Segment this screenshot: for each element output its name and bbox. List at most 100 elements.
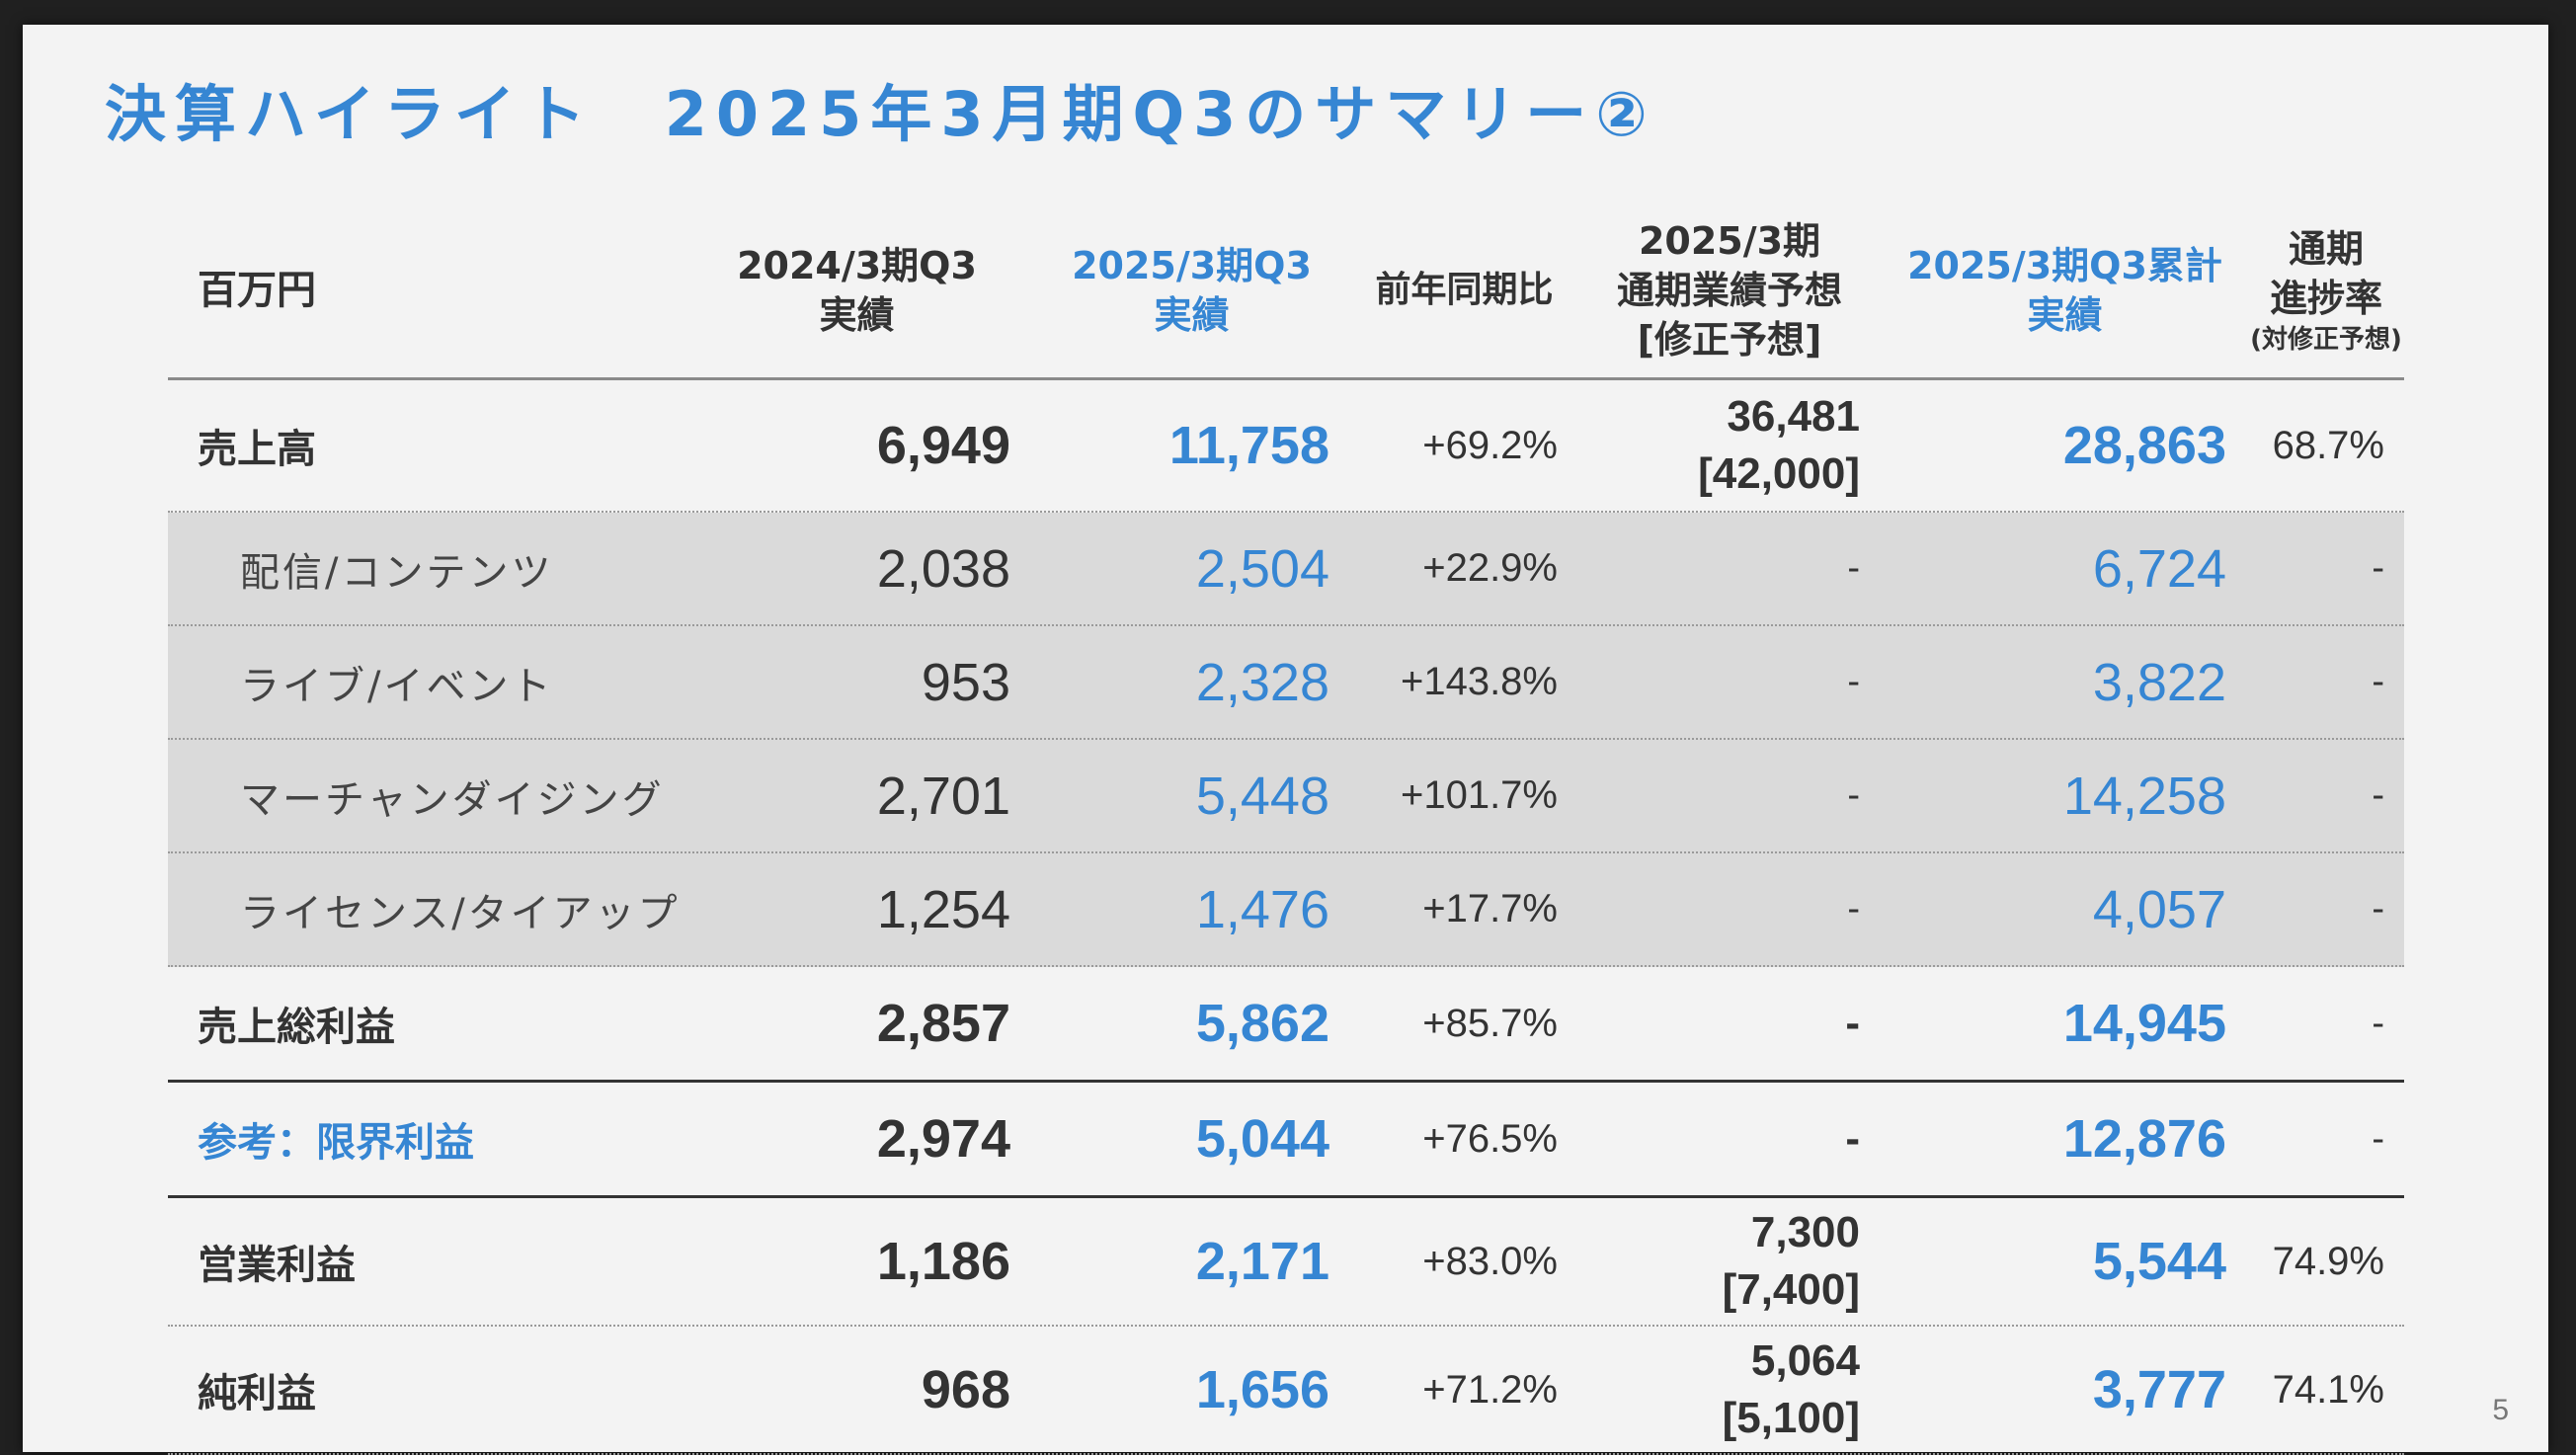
row-label: マーチャンダイジング [240,776,665,823]
forecast-value: - [1845,1114,1860,1163]
row-label: 純利益 [198,1371,316,1416]
curr-value: 5,862 [1195,994,1329,1053]
curr-value: 2,504 [1195,538,1329,599]
yoy-value: +71.2% [1422,1367,1558,1412]
curr-value: 11,758 [1168,416,1329,475]
table-row-license: ライセンス/タイアップ 1,254 1,476 +17.7% - 4,057 - [168,853,2404,967]
header-forecast-line1: 2025/3期 [1638,218,1821,263]
prev-value: 1,254 [876,879,1010,939]
prev-value: 2,974 [876,1109,1010,1169]
forecast-original: 5,064 [1750,1336,1860,1385]
header-cumulative: 2025/3期Q3累計 実績 [1882,241,2248,340]
curr-value: 5,448 [1195,766,1329,826]
prev-value: 2,701 [876,766,1010,826]
row-label: 売上高 [198,427,316,472]
yoy-value: +69.2% [1422,423,1558,467]
cumulative-value: 12,876 [2062,1109,2226,1169]
header-yoy: 前年同期比 [1375,269,1554,310]
yoy-value: +22.9% [1422,546,1558,590]
slide: 決算ハイライト 2025年3月期Q3のサマリー② 百万円 2024/3期Q3 実… [23,25,2548,1455]
forecast-revised: [42,000] [1698,449,1860,498]
table-row-marginal-profit: 参考：限界利益 2,974 5,044 +76.5% - 12,876 - [168,1083,2404,1198]
progress-value: - [2372,1002,2384,1044]
progress-value: 74.1% [2272,1367,2384,1412]
header-forecast-line3: [修正予想] [1637,317,1822,362]
yoy-value: +83.0% [1422,1239,1558,1283]
table-row-distribution: 配信/コンテンツ 2,038 2,504 +22.9% - 6,724 - [168,513,2404,626]
forecast-value: - [1847,888,1860,930]
table-row-net-profit: 純利益 968 1,656 +71.2% 5,064 [5,100] 3,777… [168,1327,2404,1455]
curr-value: 2,328 [1195,652,1329,712]
header-unit: 百万円 [198,267,316,313]
progress-value: - [2372,547,2384,589]
header-progress-line2: 進捗率 [2269,276,2382,320]
progress-value: 68.7% [2272,423,2384,467]
header-prev-q3: 2024/3期Q3 実績 [682,241,1032,340]
row-label: 営業利益 [198,1243,356,1288]
table-row-live: ライブ/イベント 953 2,328 +143.8% - 3,822 - [168,626,2404,740]
forecast-value: - [1845,999,1860,1047]
header-progress-note: (対修正予想) [2250,324,2402,355]
progress-value: - [2372,661,2384,702]
table-row-gross-profit: 売上総利益 2,857 5,862 +85.7% - 14,945 - [168,967,2404,1083]
yoy-value: +17.7% [1422,887,1558,930]
header-curr-q3: 2025/3期Q3 実績 [1032,241,1351,340]
page-number: 5 [2492,1394,2509,1426]
header-progress: 通期 進捗率 (対修正予想) [2248,224,2404,357]
prev-value: 1,186 [876,1232,1010,1291]
header-curr-q3-line1: 2025/3期Q3 [1072,243,1312,287]
progress-value: - [2372,1117,2384,1160]
table-header: 百万円 2024/3期Q3 実績 2025/3期Q3 実績 前年同期比 2025… [168,202,2404,380]
row-label: 売上総利益 [198,1005,395,1050]
curr-value: 2,171 [1195,1232,1329,1291]
prev-value: 968 [921,1360,1010,1419]
header-forecast: 2025/3期 通期業績予想 [修正予想] [1577,216,1882,364]
yoy-value: +101.7% [1400,773,1558,817]
cumulative-value: 3,822 [2092,652,2226,712]
row-label: ライブ/イベント [240,663,554,709]
curr-value: 5,044 [1195,1109,1329,1169]
prev-value: 2,857 [876,994,1010,1053]
cumulative-value: 14,258 [2062,766,2226,826]
row-label: ライセンス/タイアップ [240,890,681,936]
row-label: 参考：限界利益 [198,1120,474,1166]
cumulative-value: 14,945 [2062,994,2226,1053]
table-row-operating-profit: 営業利益 1,186 2,171 +83.0% 7,300 [7,400] 5,… [168,1198,2404,1327]
table-row-merchandising: マーチャンダイジング 2,701 5,448 +101.7% - 14,258 … [168,740,2404,853]
cumulative-value: 6,724 [2092,538,2226,599]
header-forecast-line2: 通期業績予想 [1616,268,1842,312]
progress-value: - [2372,774,2384,816]
header-curr-q3-line2: 実績 [1154,292,1230,337]
yoy-value: +85.7% [1422,1001,1558,1045]
cumulative-value: 5,544 [2092,1232,2226,1291]
prev-value: 6,949 [876,416,1010,475]
prev-value: 2,038 [876,538,1010,599]
forecast-revised: [5,100] [1722,1394,1860,1442]
forecast-value: - [1847,774,1860,816]
header-progress-line1: 通期 [2288,226,2364,271]
summary-table: 百万円 2024/3期Q3 実績 2025/3期Q3 実績 前年同期比 2025… [168,202,2404,1455]
forecast-value: 36,481 [42,000] [1577,388,1882,503]
forecast-revised: [7,400] [1722,1265,1860,1314]
progress-value: 74.9% [2272,1239,2384,1283]
curr-value: 1,476 [1195,879,1329,939]
header-cumulative-line2: 実績 [2027,292,2103,337]
cumulative-value: 3,777 [2092,1360,2226,1419]
forecast-value: 5,064 [5,100] [1577,1333,1882,1447]
prev-value: 953 [921,652,1010,712]
header-cumulative-line1: 2025/3期Q3累計 [1907,243,2222,287]
table-row-sales: 売上高 6,949 11,758 +69.2% 36,481 [42,000] … [168,380,2404,513]
progress-value: - [2372,888,2384,930]
forecast-value: 7,300 [7,400] [1577,1204,1882,1319]
header-prev-q3-line2: 実績 [819,292,895,337]
yoy-value: +143.8% [1400,660,1558,703]
forecast-value: - [1847,661,1860,702]
cumulative-value: 4,057 [2092,879,2226,939]
cumulative-value: 28,863 [2062,416,2226,475]
yoy-value: +76.5% [1422,1116,1558,1161]
forecast-original: 7,300 [1750,1208,1860,1256]
slide-title: 決算ハイライト 2025年3月期Q3のサマリー② [105,78,1656,150]
row-label: 配信/コンテンツ [240,549,554,596]
forecast-original: 36,481 [1727,392,1860,441]
forecast-value: - [1847,547,1860,589]
